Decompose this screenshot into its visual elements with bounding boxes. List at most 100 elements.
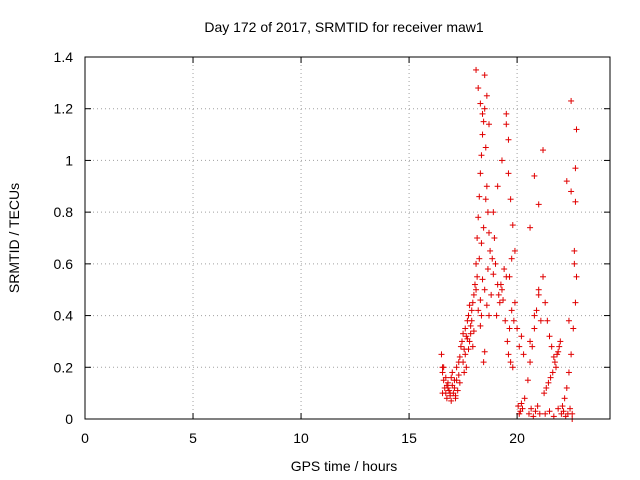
- data-point: [486, 229, 493, 236]
- data-point: [484, 266, 491, 273]
- data-point: [460, 359, 467, 366]
- data-point: [497, 281, 504, 288]
- data-point: [569, 410, 576, 417]
- data-point: [498, 157, 505, 164]
- data-point: [508, 255, 515, 262]
- data-point: [498, 286, 505, 293]
- data-point: [540, 147, 547, 154]
- data-point: [542, 410, 549, 417]
- data-point: [501, 266, 508, 273]
- data-point: [481, 105, 488, 112]
- data-point: [480, 224, 487, 231]
- y-tick-label: 0: [65, 411, 73, 427]
- data-point: [465, 312, 472, 319]
- data-point: [535, 291, 542, 298]
- data-point: [470, 291, 477, 298]
- data-point: [534, 403, 541, 410]
- data-point: [446, 387, 453, 394]
- y-tick-label: 1.2: [54, 101, 74, 117]
- data-point: [474, 235, 481, 241]
- data-point: [451, 377, 458, 384]
- data-point: [484, 209, 491, 216]
- data-point: [478, 152, 485, 159]
- data-point: [572, 165, 579, 172]
- data-point: [495, 291, 502, 298]
- data-point: [465, 346, 472, 353]
- data-point: [536, 410, 543, 417]
- data-point: [448, 397, 455, 404]
- data-point: [549, 369, 556, 376]
- x-tick-label: 0: [81, 430, 89, 446]
- data-point: [502, 317, 509, 324]
- data-point: [506, 325, 513, 332]
- data-point: [511, 247, 518, 254]
- data-point: [457, 343, 464, 350]
- data-point: [473, 66, 480, 73]
- data-point: [447, 390, 454, 397]
- data-point: [565, 317, 572, 324]
- data-point: [530, 413, 537, 420]
- data-point: [505, 136, 512, 143]
- data-point: [454, 387, 461, 394]
- data-point: [572, 198, 579, 205]
- data-point: [464, 335, 471, 342]
- data-point: [476, 255, 483, 262]
- data-point: [489, 255, 496, 262]
- data-point: [535, 286, 542, 293]
- data-point: [516, 343, 523, 350]
- data-point: [500, 297, 507, 304]
- data-point: [520, 351, 527, 358]
- data-point: [565, 369, 572, 376]
- data-point: [563, 384, 570, 391]
- data-point: [515, 403, 522, 410]
- data-point: [488, 291, 495, 298]
- axis-ticks: 0 5 10 15 20 0 0.2 0.4 0.6 0.8 1 1.2 1.4: [54, 49, 610, 446]
- data-point: [511, 299, 518, 306]
- data-point: [477, 170, 484, 177]
- data-point: [439, 364, 446, 371]
- data-point: [471, 281, 478, 288]
- data-point: [570, 325, 577, 332]
- data-point: [473, 286, 480, 293]
- data-point: [490, 209, 497, 216]
- data-point: [494, 183, 501, 190]
- chart-title: Day 172 of 2017, SRMTID for receiver maw…: [204, 19, 484, 35]
- data-point: [470, 328, 477, 335]
- data-point: [477, 297, 484, 304]
- data-point: [571, 247, 578, 254]
- data-point: [537, 317, 544, 324]
- x-tick-label: 10: [293, 430, 309, 446]
- data-point: [550, 413, 557, 420]
- grid-lines: [85, 57, 610, 419]
- data-point: [571, 260, 578, 267]
- data-point: [439, 390, 446, 397]
- y-tick-label: 0.2: [54, 359, 74, 375]
- data-point: [560, 408, 567, 415]
- data-point: [439, 369, 446, 376]
- y-axis-label: SRMTID / TECUs: [6, 183, 22, 293]
- data-point: [531, 325, 538, 332]
- data-point: [483, 183, 490, 190]
- data-point: [486, 312, 493, 319]
- data-point: [496, 299, 503, 306]
- data-point: [467, 330, 474, 337]
- data-point: [442, 374, 449, 381]
- data-point: [456, 379, 463, 386]
- data-point: [469, 299, 476, 306]
- data-point: [478, 312, 485, 319]
- data-point: [524, 377, 531, 384]
- data-point: [462, 325, 469, 332]
- x-axis-label: GPS time / hours: [291, 458, 398, 474]
- data-point: [546, 333, 553, 340]
- data-point: [461, 369, 468, 376]
- data-point: [527, 224, 534, 231]
- data-point: [548, 343, 555, 350]
- data-point: [533, 307, 540, 314]
- data-point: [555, 405, 562, 412]
- data-points: [438, 66, 580, 422]
- data-point: [463, 333, 470, 340]
- data-point: [509, 222, 516, 229]
- x-tick-label: 20: [509, 430, 525, 446]
- data-point: [483, 302, 490, 309]
- data-point: [492, 260, 499, 267]
